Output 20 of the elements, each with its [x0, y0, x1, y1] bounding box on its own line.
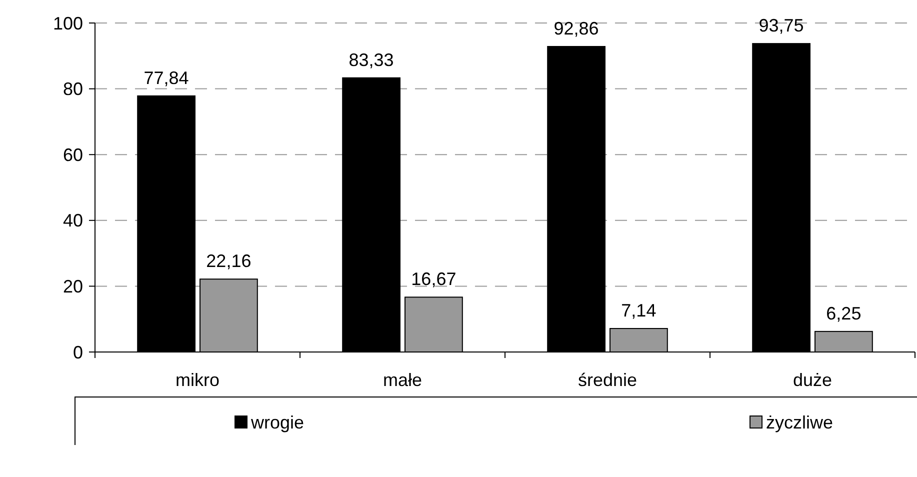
data-label: 7,14: [621, 300, 656, 321]
legend-label: wrogie: [250, 412, 304, 432]
y-tick-label: 60: [62, 144, 83, 165]
data-label: 6,25: [826, 303, 862, 324]
data-label: 16,67: [411, 269, 456, 290]
data-label: 92,86: [554, 18, 599, 38]
data-label: 77,84: [144, 68, 189, 88]
x-tick-label: duże: [792, 370, 832, 390]
x-tick-label: mikro: [176, 370, 220, 390]
x-tick-label: małe: [382, 370, 422, 390]
x-tick-label: średnie: [578, 370, 638, 390]
y-tick-label: 20: [62, 276, 83, 296]
legend-label: życzliwe: [766, 412, 834, 432]
data-label: 22,16: [206, 251, 252, 272]
y-tick-label: 40: [62, 210, 83, 231]
y-tick-label: 80: [62, 79, 83, 100]
y-tick-label: 0: [72, 342, 83, 362]
y-tick-label: 100: [52, 13, 83, 34]
data-label: 93,75: [758, 16, 804, 36]
data-label: 83,33: [348, 50, 394, 70]
